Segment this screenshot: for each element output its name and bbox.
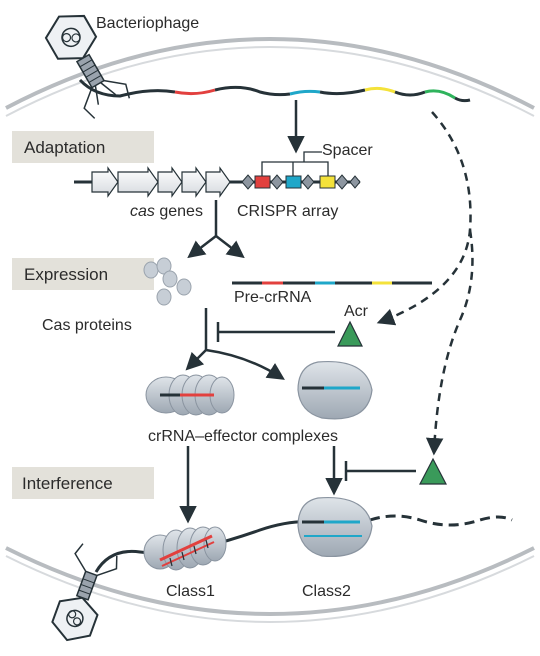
bacteriophage-top-icon [44, 14, 131, 119]
cas-gene-arrow [157, 166, 183, 198]
repeat [349, 175, 361, 189]
cas-proteins-label: Cas proteins [42, 317, 132, 334]
spacer-bracket [261, 151, 329, 176]
class1-complex [145, 374, 235, 416]
class2-label: Class2 [302, 583, 351, 600]
spacer-yellow [319, 175, 336, 189]
inhibition-acr-2 [344, 461, 416, 481]
bacteriophage-label: Bacteriophage [96, 15, 199, 32]
top-cell-wall [5, 37, 535, 117]
adaptation-label: Adaptation [24, 138, 105, 157]
repeat [301, 174, 315, 190]
dashed-arrow-to-acr-1 [376, 111, 472, 326]
inhibition-acr-1 [216, 322, 335, 342]
phage-dna-top [78, 78, 471, 103]
crispr-array-label: CRISPR array [237, 203, 338, 220]
acr-label: Acr [344, 303, 369, 320]
spacer-label: Spacer [322, 142, 373, 159]
class2-complex [297, 360, 373, 420]
repeat [270, 174, 284, 190]
acr-triangle-2 [419, 457, 447, 485]
repeat [335, 174, 349, 190]
cas-gene-arrow [117, 166, 159, 198]
interference-label: Interference [22, 474, 113, 493]
class1-on-target [143, 526, 227, 571]
fork-arrows-complexes [185, 308, 285, 380]
cas-genes-locus [74, 166, 360, 198]
bacteriophage-bottom-icon [51, 543, 118, 642]
acr-triangle-1 [337, 320, 363, 347]
cas-proteins-cluster [143, 257, 192, 306]
class1-label: Class1 [166, 583, 215, 600]
dashed-arrow-to-acr-2 [425, 229, 474, 456]
cas-gene-arrow [205, 166, 231, 198]
interference-label-box [12, 467, 154, 499]
spacer-red [254, 175, 271, 189]
class2-on-target [297, 496, 373, 558]
pre-crrna-label: Pre-crRNA [234, 289, 312, 306]
expression-label-box [12, 258, 154, 290]
fork-arrows-expression [187, 200, 245, 259]
crispr-array [241, 174, 361, 190]
repeat [241, 174, 255, 190]
cas-gene-arrow [181, 166, 207, 198]
adaptation-label-box [12, 131, 154, 163]
cas-genes-label: cas genes [130, 203, 203, 220]
crrna-effector-complexes-label: crRNA–effector complexes [148, 428, 338, 445]
spacer-blue [285, 175, 302, 189]
expression-label: Expression [24, 265, 108, 284]
cas-gene-arrow [91, 166, 119, 198]
